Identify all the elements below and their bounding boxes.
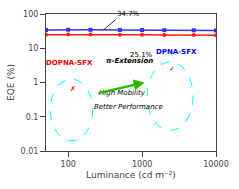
svg-text:✓: ✓ xyxy=(169,65,175,73)
svg-text:10: 10 xyxy=(28,44,38,53)
svg-text:Luminance (cd m⁻²): Luminance (cd m⁻²) xyxy=(86,170,176,180)
svg-text:100: 100 xyxy=(61,160,76,169)
svg-text:1: 1 xyxy=(33,78,38,87)
svg-text:0.1: 0.1 xyxy=(26,113,39,122)
svg-text:1000: 1000 xyxy=(132,160,152,169)
svg-text:High Mobility: High Mobility xyxy=(99,89,146,97)
svg-text:10000: 10000 xyxy=(203,160,228,169)
svg-text:34.7%: 34.7% xyxy=(117,10,140,18)
svg-text:DOPNA-SFX: DOPNA-SFX xyxy=(46,59,93,67)
svg-text:DPNA-SFX: DPNA-SFX xyxy=(156,48,197,56)
svg-text:EQE (%): EQE (%) xyxy=(6,64,16,101)
svg-text:✗: ✗ xyxy=(70,85,76,93)
svg-text:π-Extension: π-Extension xyxy=(106,57,153,65)
svg-text:25.1%: 25.1% xyxy=(130,51,153,59)
svg-text:100: 100 xyxy=(23,10,38,19)
svg-text:0.01: 0.01 xyxy=(21,147,39,156)
svg-text:Better Performance: Better Performance xyxy=(94,103,163,111)
